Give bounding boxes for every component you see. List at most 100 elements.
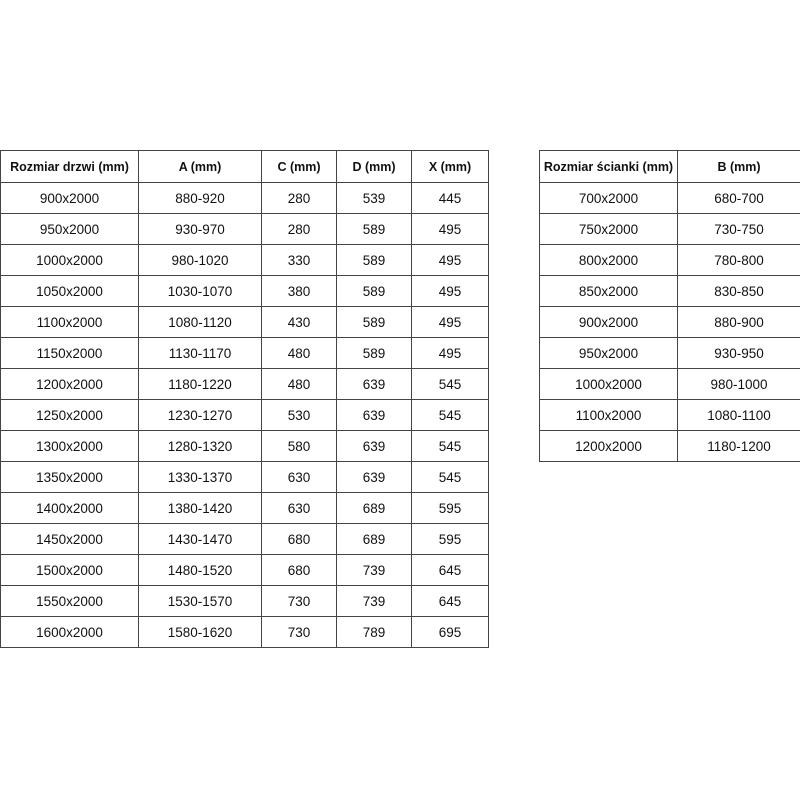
table-cell: 589 xyxy=(336,306,412,338)
table-cell: 1330-1370 xyxy=(138,461,262,493)
table-row: 950x2000 930-950 xyxy=(539,337,800,369)
table-cell: 639 xyxy=(336,430,412,462)
table-cell: 1380-1420 xyxy=(138,492,262,524)
table-cell: 1080-1100 xyxy=(677,399,800,431)
table-cell: 1100x2000 xyxy=(0,306,139,338)
table-row: 900x2000 880-920 280 539 445 xyxy=(0,182,489,214)
table-cell: 530 xyxy=(261,399,337,431)
table-cell: 1550x2000 xyxy=(0,585,139,617)
table-cell: 980-1020 xyxy=(138,244,262,276)
table-row: 1400x2000 1380-1420 630 689 595 xyxy=(0,492,489,524)
table-cell: 645 xyxy=(411,554,489,586)
table-cell: 739 xyxy=(336,585,412,617)
table-cell: 1280-1320 xyxy=(138,430,262,462)
table-cell: 950x2000 xyxy=(539,337,678,369)
table-cell: 1200x2000 xyxy=(539,430,678,462)
table-cell: 480 xyxy=(261,337,337,369)
table-cell: 639 xyxy=(336,461,412,493)
table-cell: 1480-1520 xyxy=(138,554,262,586)
column-header: X (mm) xyxy=(411,150,489,183)
table-row: 800x2000 780-800 xyxy=(539,244,800,276)
table-cell: 589 xyxy=(336,275,412,307)
table-cell: 880-920 xyxy=(138,182,262,214)
table-cell: 545 xyxy=(411,399,489,431)
table-cell: 539 xyxy=(336,182,412,214)
table-row: 750x2000 730-750 xyxy=(539,213,800,245)
header-row: Rozmiar ścianki (mm) B (mm) xyxy=(539,150,800,183)
table-cell: 800x2000 xyxy=(539,244,678,276)
table-cell: 589 xyxy=(336,213,412,245)
table-cell: 789 xyxy=(336,616,412,648)
table-cell: 780-800 xyxy=(677,244,800,276)
table-cell: 1430-1470 xyxy=(138,523,262,555)
table-row: 1000x2000 980-1000 xyxy=(539,368,800,400)
table-cell: 1130-1170 xyxy=(138,337,262,369)
table-cell: 1200x2000 xyxy=(0,368,139,400)
table-cell: 1500x2000 xyxy=(0,554,139,586)
table-cell: 1230-1270 xyxy=(138,399,262,431)
table-row: 1100x2000 1080-1100 xyxy=(539,399,800,431)
column-header: A (mm) xyxy=(138,150,262,183)
table-cell: 280 xyxy=(261,213,337,245)
table-cell: 689 xyxy=(336,523,412,555)
table-cell: 1080-1120 xyxy=(138,306,262,338)
table-cell: 380 xyxy=(261,275,337,307)
column-header: C (mm) xyxy=(261,150,337,183)
table-row: 1600x2000 1580-1620 730 789 695 xyxy=(0,616,489,648)
header-row: Rozmiar drzwi (mm) A (mm) C (mm) D (mm) X (m… xyxy=(0,150,489,183)
wall-sizes-table: Rozmiar ścianki (mm) B (mm) 700x2000 680-70… xyxy=(539,150,800,462)
table-cell: 639 xyxy=(336,368,412,400)
table-cell: 930-950 xyxy=(677,337,800,369)
table-row: 1150x2000 1130-1170 480 589 495 xyxy=(0,337,489,369)
table-cell: 495 xyxy=(411,337,489,369)
table-cell: 545 xyxy=(411,430,489,462)
table-cell: 1000x2000 xyxy=(539,368,678,400)
table-cell: 1580-1620 xyxy=(138,616,262,648)
table-cell: 850x2000 xyxy=(539,275,678,307)
table-cell: 495 xyxy=(411,275,489,307)
table-cell: 545 xyxy=(411,461,489,493)
table-cell: 595 xyxy=(411,492,489,524)
table-cell: 630 xyxy=(261,461,337,493)
table-cell: 750x2000 xyxy=(539,213,678,245)
column-header: Rozmiar drzwi (mm) xyxy=(0,150,139,183)
table-cell: 1030-1070 xyxy=(138,275,262,307)
table-row: 1200x2000 1180-1220 480 639 545 xyxy=(0,368,489,400)
table-cell: 495 xyxy=(411,213,489,245)
table-cell: 580 xyxy=(261,430,337,462)
table-cell: 830-850 xyxy=(677,275,800,307)
table-cell: 730 xyxy=(261,616,337,648)
table-row: 1250x2000 1230-1270 530 639 545 xyxy=(0,399,489,431)
table-cell: 1180-1220 xyxy=(138,368,262,400)
table-cell: 730 xyxy=(261,585,337,617)
table-cell: 1600x2000 xyxy=(0,616,139,648)
table-cell: 1100x2000 xyxy=(539,399,678,431)
table-cell: 730-750 xyxy=(677,213,800,245)
table-cell: 639 xyxy=(336,399,412,431)
table-cell: 950x2000 xyxy=(0,213,139,245)
table-cell: 1450x2000 xyxy=(0,523,139,555)
table-cell: 1180-1200 xyxy=(677,430,800,462)
table-cell: 589 xyxy=(336,244,412,276)
table-row: 1200x2000 1180-1200 xyxy=(539,430,800,462)
column-header: D (mm) xyxy=(336,150,412,183)
table-cell: 589 xyxy=(336,337,412,369)
table-row: 1300x2000 1280-1320 580 639 545 xyxy=(0,430,489,462)
table-row: 1450x2000 1430-1470 680 689 595 xyxy=(0,523,489,555)
table-cell: 495 xyxy=(411,306,489,338)
table-cell: 930-970 xyxy=(138,213,262,245)
table-row: 1350x2000 1330-1370 630 639 545 xyxy=(0,461,489,493)
table-row: 1500x2000 1480-1520 680 739 645 xyxy=(0,554,489,586)
table-cell: 980-1000 xyxy=(677,368,800,400)
table-cell: 1530-1570 xyxy=(138,585,262,617)
table-cell: 280 xyxy=(261,182,337,214)
table-cell: 330 xyxy=(261,244,337,276)
table-cell: 495 xyxy=(411,244,489,276)
table-row: 1050x2000 1030-1070 380 589 495 xyxy=(0,275,489,307)
table-cell: 1050x2000 xyxy=(0,275,139,307)
table-cell: 1250x2000 xyxy=(0,399,139,431)
table-cell: 689 xyxy=(336,492,412,524)
table-row: 1550x2000 1530-1570 730 739 645 xyxy=(0,585,489,617)
table-cell: 630 xyxy=(261,492,337,524)
column-header: Rozmiar ścianki (mm) xyxy=(539,150,678,183)
